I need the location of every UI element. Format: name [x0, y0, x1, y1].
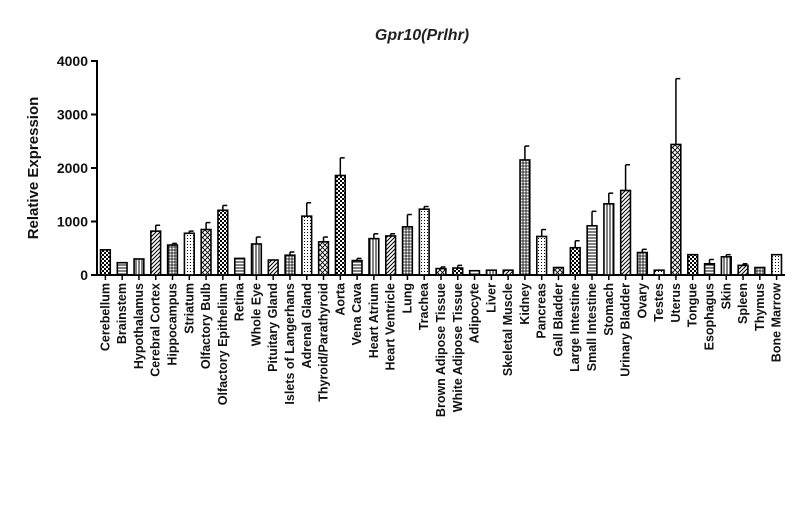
bar [485, 269, 498, 276]
x-tick-label: Ovary [635, 283, 649, 318]
bar [99, 249, 112, 276]
bar [619, 189, 632, 276]
x-tick-label: Skin [719, 283, 733, 309]
bar [435, 267, 447, 276]
bar [284, 254, 296, 276]
x-tick-label: Olfactory Bulb [199, 283, 213, 369]
x-tick-label: Lung [400, 283, 414, 314]
bar [401, 226, 414, 276]
bar [586, 224, 598, 276]
x-tick-label: Olfactory Epithelium [216, 283, 230, 405]
x-tick-label: Urinary Bladder [619, 283, 633, 377]
x-tick-label: Liver [484, 283, 498, 313]
x-tick-label: Gall Bladder [551, 283, 565, 357]
y-tick-label: 2000 [57, 160, 88, 176]
x-tick-label: Cerebellum [98, 283, 112, 351]
x-tick-label: Small Intestine [585, 283, 599, 371]
bar [670, 143, 682, 276]
bar [603, 203, 615, 276]
bar [250, 243, 263, 276]
x-tick-label: Aorta [333, 282, 347, 316]
x-tick-label: Cerebral Cortex [149, 283, 163, 377]
bar [301, 215, 313, 276]
x-tick-label: Hippocampus [166, 283, 180, 366]
bar [133, 258, 145, 276]
x-tick-label: Testes [652, 283, 666, 322]
bar [452, 267, 464, 276]
x-tick-label: Heart Atrium [367, 283, 381, 358]
y-tick-label: 1000 [57, 214, 88, 230]
bar [770, 253, 783, 276]
x-tick-label: Whole Eye [249, 283, 263, 346]
x-tick-label: Bone Marrow [770, 283, 784, 362]
bar [468, 269, 481, 276]
x-tick-label: Heart Ventricle [384, 283, 398, 371]
x-tick-label: Brainstem [115, 283, 129, 344]
plot-area: 0 1000 2000 3000 4000 Cerebellum Brainstem Hypo… [57, 53, 785, 417]
x-tick-label: Esophagus [702, 283, 716, 350]
x-tick-label: Striatum [182, 283, 196, 334]
x-tick-label: Adipocyte [468, 283, 482, 343]
x-tick-label: Thymus [753, 283, 767, 331]
bar [384, 235, 397, 276]
y-tick-label: 0 [80, 267, 88, 283]
y-axis-label: Relative Expression [25, 97, 42, 240]
bar [502, 269, 514, 276]
x-tick-label: Pancreas [535, 283, 549, 339]
bar [368, 237, 380, 276]
bar [150, 230, 162, 276]
bar [351, 259, 363, 276]
bar [334, 174, 346, 276]
bar [317, 241, 330, 276]
x-tick-label: Hypothalamus [132, 283, 146, 369]
bar [552, 266, 565, 276]
chart-title: Gpr10(Prlhr) [375, 27, 469, 44]
x-tick-label: Retina [233, 282, 247, 321]
bar [200, 228, 212, 276]
bar [166, 244, 179, 276]
x-tick-label: Stomach [602, 283, 616, 336]
bar [217, 209, 229, 276]
x-tick-label: Vena Cava [350, 282, 364, 346]
bar [116, 261, 128, 276]
bar [703, 262, 716, 276]
bar [720, 256, 732, 276]
x-tick-label: Large Intestine [568, 283, 582, 372]
x-tick-label: Thyroid/Parathyroid [317, 283, 331, 402]
bar [519, 159, 531, 276]
bar [267, 259, 279, 276]
x-tick-label: Uterus [669, 283, 683, 323]
bar [653, 269, 665, 276]
bar [569, 246, 581, 276]
x-tick-label: Spleen [736, 283, 750, 324]
bar [183, 232, 195, 276]
y-tick-label: 3000 [57, 107, 88, 123]
x-tick-label: Pituitary Gland [266, 283, 280, 372]
bar [737, 264, 749, 276]
bar [636, 251, 649, 276]
bar [418, 208, 430, 276]
y-tick-label: 4000 [57, 53, 88, 69]
x-tick-label: Skeletal Muscle [501, 283, 515, 376]
bar [754, 266, 766, 276]
x-tick-label: White Adipose Tissue [451, 283, 465, 412]
bar [687, 253, 699, 276]
x-tick-label: Islets of Langerhans [283, 283, 297, 405]
x-tick-label: Tongue [686, 283, 700, 327]
bar [536, 235, 548, 276]
x-tick-label: Kidney [518, 283, 532, 325]
bar [233, 257, 246, 276]
x-tick-label: Adrenal Gland [300, 283, 314, 368]
x-tick-label: Trachea [417, 282, 431, 330]
x-tick-label: Brown Adipose Tissue [434, 283, 448, 417]
